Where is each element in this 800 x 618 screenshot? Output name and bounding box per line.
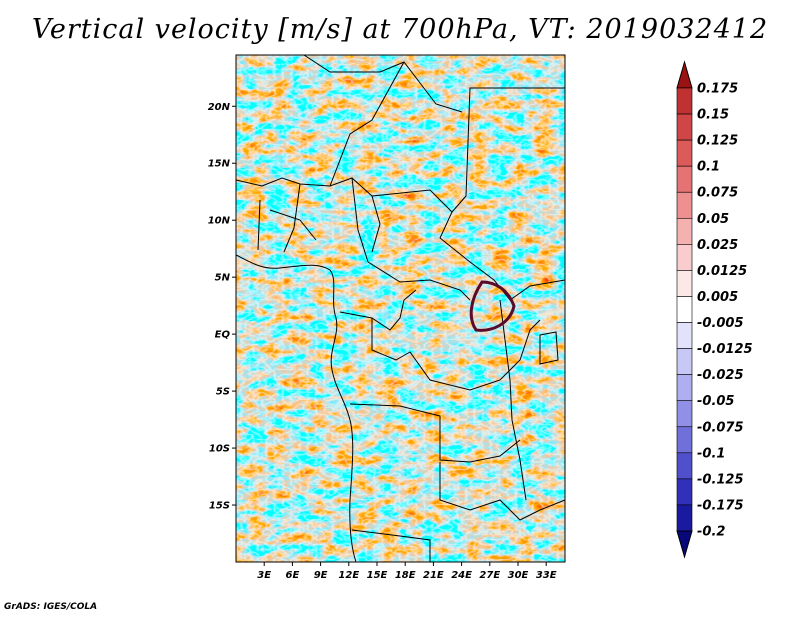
lon-label: 3E — [257, 570, 271, 581]
colorbar-swatch — [676, 452, 693, 480]
colorbar-swatch — [676, 504, 693, 532]
colorbar-top-arrow — [676, 60, 693, 89]
lon-label: 18E — [395, 570, 416, 581]
colorbar-label: -0.2 — [697, 525, 725, 540]
colorbar-swatch — [676, 400, 693, 428]
lon-label: 27E — [479, 570, 500, 581]
footer-credit: GrADS: IGES/COLA — [4, 602, 98, 612]
colorbar-bottom-arrow — [676, 530, 693, 559]
colorbar-label: -0.0125 — [697, 342, 753, 357]
colorbar-swatch — [676, 270, 693, 297]
lon-label: 12E — [338, 570, 359, 581]
colorbar-swatch — [676, 139, 693, 167]
colorbar-swatch — [676, 322, 693, 349]
colorbar-swatch — [676, 113, 693, 141]
lat-label: 15N — [208, 159, 231, 170]
colorbar: 0.175 0.15 0.125 0.1 0.075 0.05 0.025 0.0125 0.0… — [676, 60, 753, 559]
lon-label: 30E — [508, 570, 529, 581]
colorbar-swatch — [676, 87, 693, 115]
colorbar-swatch — [676, 244, 693, 271]
lat-label: 10N — [208, 216, 231, 227]
lon-label: 21E — [423, 570, 444, 581]
colorbar-swatch — [676, 426, 693, 454]
colorbar-swatch — [676, 478, 693, 506]
colorbar-label: 0.0125 — [697, 264, 747, 279]
colorbar-swatch — [676, 217, 693, 245]
colorbar-label: -0.175 — [697, 498, 744, 513]
colorbar-label: 0.075 — [697, 186, 738, 201]
colorbar-label: -0.125 — [697, 472, 744, 487]
lat-label: 20N — [208, 102, 231, 113]
lon-label: 33E — [536, 570, 557, 581]
vertical-velocity-field — [236, 55, 565, 562]
country-borders — [236, 55, 565, 562]
lat-label: EQ — [215, 330, 231, 341]
colorbar-label: 0.1 — [697, 160, 720, 175]
lat-label: 10S — [209, 444, 230, 455]
colorbar-swatch — [676, 374, 693, 402]
colorbar-label: -0.005 — [697, 316, 744, 331]
lat-label: 15S — [209, 501, 230, 512]
colorbar-label: 0.125 — [697, 134, 738, 149]
colorbar-label: -0.05 — [697, 394, 734, 409]
lon-label: 24E — [451, 570, 472, 581]
colorbar-swatch — [676, 191, 693, 219]
lon-label: 6E — [286, 570, 300, 581]
map-axes: 20N 15N 10N 5N EQ 5S 10S 15S 3E 6E 9E 12E 15E 18E 21E 2… — [208, 102, 557, 581]
colorbar-label: -0.1 — [697, 446, 725, 461]
lake-victoria-outline — [469, 280, 516, 332]
chart-title: Vertical velocity [m/s] at 700hPa, VT: 2… — [31, 14, 769, 45]
colorbar-label: -0.075 — [697, 420, 744, 435]
colorbar-label: 0.05 — [697, 212, 729, 227]
colorbar-label: 0.15 — [697, 108, 729, 123]
lon-label: 15E — [367, 570, 388, 581]
colorbar-label: -0.025 — [697, 368, 744, 383]
colorbar-label: 0.005 — [697, 290, 738, 305]
colorbar-swatch — [676, 296, 693, 323]
colorbar-label: 0.175 — [697, 82, 738, 97]
colorbar-label: 0.025 — [697, 238, 738, 253]
map-frame — [235, 54, 566, 563]
lat-label: 5N — [215, 273, 231, 284]
lon-label: 9E — [314, 570, 328, 581]
colorbar-swatch — [676, 165, 693, 193]
colorbar-swatch — [676, 348, 693, 375]
lat-label: 5S — [216, 387, 230, 398]
